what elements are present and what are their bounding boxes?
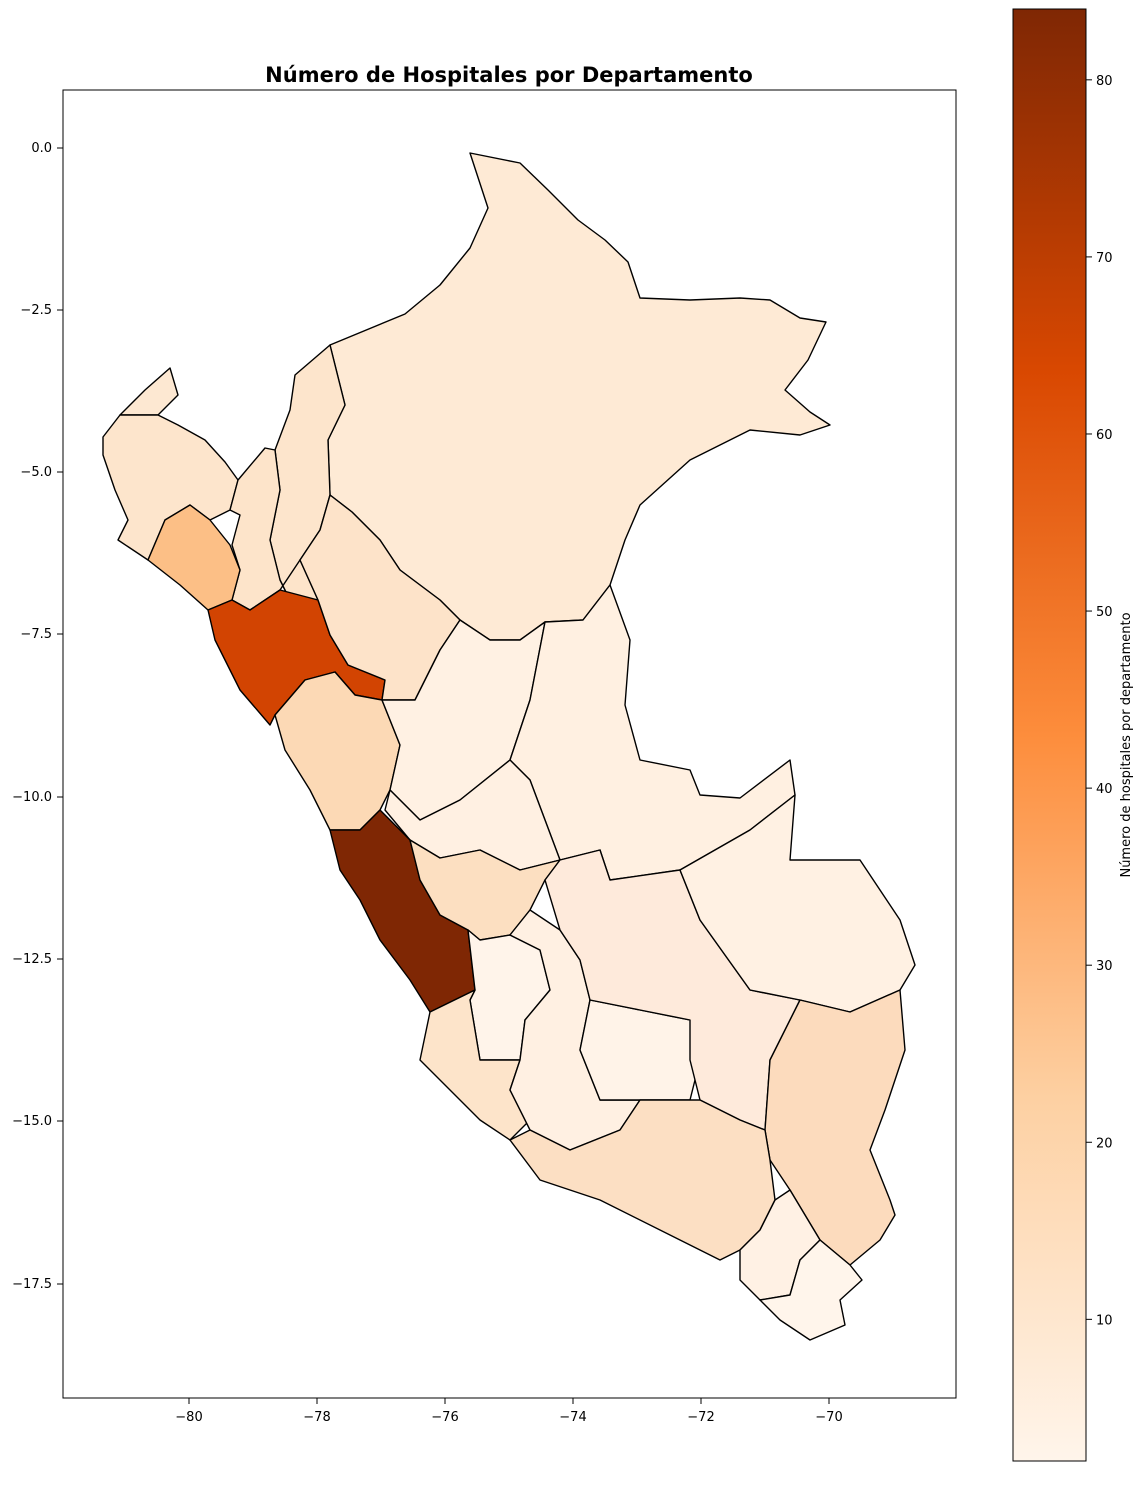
colorbar-ticks: 10 20 30 40 50 60 70 80: [1086, 74, 1113, 1328]
colorbar-tick-label: 40: [1096, 782, 1113, 797]
colorbar-tick-label: 70: [1096, 251, 1113, 266]
y-tick-label: −15.0: [12, 1114, 52, 1129]
colorbar-tick-label: 20: [1096, 1136, 1113, 1151]
departments: [102, 152, 916, 1341]
x-axis: −80 −78 −76 −74 −72 −70: [175, 1398, 843, 1425]
colorbar-gradient: [1012, 8, 1087, 1462]
region-arequipa: [509, 1099, 776, 1261]
colorbar-tick-label: 60: [1096, 428, 1113, 443]
colorbar-tick-label: 50: [1096, 605, 1113, 620]
x-tick-label: −70: [815, 1410, 842, 1425]
y-axis: 0.0 −2.5 −5.0 −7.5 −10.0 −12.5 −15.0 −17…: [12, 141, 63, 1292]
x-tick-label: −78: [303, 1410, 330, 1425]
colorbar: 10 20 30 40 50 60 70 80 Número de hospitales po…: [1012, 8, 1134, 1462]
colorbar-tick-label: 80: [1096, 74, 1113, 89]
y-tick-label: 0.0: [31, 141, 52, 156]
x-tick-label: −72: [687, 1410, 714, 1425]
x-tick-label: −76: [431, 1410, 458, 1425]
y-tick-label: −5.0: [20, 465, 52, 480]
y-tick-label: −17.5: [12, 1277, 52, 1292]
colorbar-tick-label: 30: [1096, 959, 1113, 974]
y-tick-label: −12.5: [12, 952, 52, 967]
region-lambayeque: [147, 504, 241, 611]
y-tick-label: −7.5: [20, 627, 52, 642]
y-tick-label: −2.5: [20, 303, 52, 318]
x-tick-label: −74: [559, 1410, 586, 1425]
y-tick-label: −10.0: [12, 790, 52, 805]
colorbar-label: Número de hospitales por departamento: [1119, 612, 1134, 877]
region-madre-de-dios: [679, 794, 916, 1013]
x-tick-label: −80: [175, 1410, 202, 1425]
colorbar-tick-label: 10: [1096, 1313, 1113, 1328]
map-plot-area: [62, 89, 957, 1399]
region-tacna: [759, 1239, 863, 1341]
map-title: Número de Hospitales por Departamento: [265, 63, 753, 87]
